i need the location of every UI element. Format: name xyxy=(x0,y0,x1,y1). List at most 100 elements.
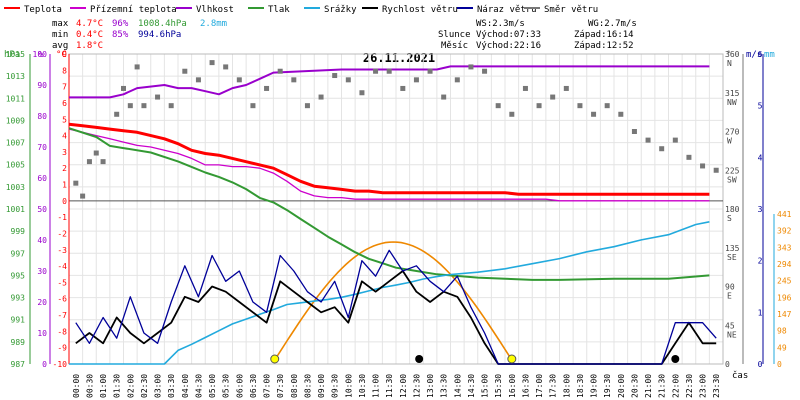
wind-dir-point xyxy=(468,64,474,70)
tick-temperature: 8 xyxy=(62,66,67,75)
wind-dir-point xyxy=(577,103,583,109)
tick-pressure: 989 xyxy=(11,338,26,347)
tick-pressure: 995 xyxy=(11,271,26,280)
wind-dir-point xyxy=(168,103,174,109)
wind-dir-point xyxy=(127,103,133,109)
wind-dir-point xyxy=(155,94,161,100)
tick-time: 04:00 xyxy=(181,374,190,398)
tick-time: 20:30 xyxy=(630,374,639,398)
tick-pressure: 1011 xyxy=(6,94,25,103)
wind-dir-point xyxy=(618,111,624,117)
tick-time: 13:00 xyxy=(426,374,435,398)
wind-dir-point xyxy=(700,163,706,169)
tick-time: 09:00 xyxy=(317,374,326,398)
tick-time: 23:30 xyxy=(712,374,721,398)
tick-direction: 135 xyxy=(725,244,740,253)
tick-time: 08:00 xyxy=(290,374,299,398)
tick-time: 14:00 xyxy=(453,374,462,398)
wind-dir-point xyxy=(332,73,338,79)
tick-humidity: 60 xyxy=(37,174,47,183)
legend: Teplota Přízemní teplota Vlhkost Tlak Srážky… xyxy=(4,5,598,15)
wind-dir-point xyxy=(400,85,406,91)
wind-dir-point xyxy=(591,111,597,117)
tick-pressure: 991 xyxy=(11,316,26,325)
tick-direction-label: E xyxy=(727,292,732,301)
tick-pressure: 997 xyxy=(11,249,26,258)
tick-rain: 49 xyxy=(777,343,787,352)
tick-humidity: 40 xyxy=(37,236,47,245)
unit-hpa: hPa xyxy=(4,50,20,60)
wind-dir-point xyxy=(645,137,651,143)
tick-temperature: -4 xyxy=(57,262,67,271)
tick-time: 12:00 xyxy=(399,374,408,398)
tick-time: 02:00 xyxy=(126,374,135,398)
tick-pressure: 993 xyxy=(11,294,26,303)
wind-speed-info: WS:2.3m/s xyxy=(476,19,525,29)
tick-time: 02:30 xyxy=(140,374,149,398)
tick-direction-label: SE xyxy=(727,253,737,262)
unit-ms: m/s xyxy=(746,50,762,60)
wind-dir-point xyxy=(264,85,270,91)
tick-time: 04:30 xyxy=(194,374,203,398)
legend-label: Náraz větru xyxy=(477,5,537,15)
tick-rain: 0 xyxy=(777,360,782,369)
wind-dir-point xyxy=(345,77,351,83)
wind-dir-point xyxy=(427,68,433,74)
stat-min-temp: 0.4°C xyxy=(76,30,103,40)
tick-direction-label: N xyxy=(727,59,732,68)
tick-temperature: -6 xyxy=(57,295,67,304)
tick-time: 11:30 xyxy=(385,374,394,398)
wind-dir-point xyxy=(182,68,188,74)
tick-temperature: -5 xyxy=(57,278,67,287)
tick-pressure: 1013 xyxy=(6,72,25,81)
wind-dir-point xyxy=(413,77,419,83)
tick-humidity: 10 xyxy=(37,329,47,338)
tick-wind: 1 xyxy=(758,308,763,317)
tick-temperature: -7 xyxy=(57,311,67,320)
wind-dir-point xyxy=(509,111,515,117)
tick-time: 12:30 xyxy=(412,374,421,398)
wind-dir-point xyxy=(134,64,140,70)
wind-dir-point xyxy=(250,103,256,109)
tick-pressure: 1001 xyxy=(6,205,25,214)
tick-humidity: 100 xyxy=(33,50,48,59)
tick-rain: 98 xyxy=(777,327,787,336)
wind-dir-point xyxy=(659,146,665,152)
stat-min-hum: 85% xyxy=(112,30,129,40)
tick-temperature: 0 xyxy=(62,197,67,206)
legend-label: Směr větru xyxy=(544,5,598,15)
tick-time: 17:30 xyxy=(549,374,558,398)
tick-time: 05:00 xyxy=(208,374,217,398)
tick-time: 01:30 xyxy=(113,374,122,398)
tick-temperature: 7 xyxy=(62,83,67,92)
unit-deg: ° xyxy=(726,50,731,60)
tick-direction-label: NW xyxy=(727,98,737,107)
tick-time: 15:30 xyxy=(494,374,503,398)
tick-direction: 45 xyxy=(725,321,735,330)
tick-humidity: 20 xyxy=(37,298,47,307)
tick-wind: 2 xyxy=(758,257,763,266)
tick-rain: 392 xyxy=(777,227,792,236)
wind-dir-point xyxy=(482,68,488,74)
tick-time: 22:00 xyxy=(671,374,680,398)
series-tlak xyxy=(68,127,710,281)
tick-humidity: 0 xyxy=(42,360,47,369)
tick-pressure: 1003 xyxy=(6,183,25,192)
tick-direction: 360 xyxy=(725,50,740,59)
wind-dir-point xyxy=(441,94,447,100)
wind-dir-point xyxy=(495,103,501,109)
tick-pressure: 1015 xyxy=(6,50,25,59)
stats-box: max 4.7°C 96% 1008.4hPa 2.8mm min 0.4°C … xyxy=(52,19,227,51)
legend-label: Vlhkost xyxy=(196,5,234,15)
series-náraz-větru xyxy=(75,249,717,365)
series-vlhkost xyxy=(69,65,710,99)
tick-direction: 225 xyxy=(725,166,740,175)
moon-set: Západ:12:52 xyxy=(574,41,634,51)
tick-temperature: 1 xyxy=(62,181,67,190)
tick-time: 22:30 xyxy=(685,374,694,398)
tick-humidity: 90 xyxy=(37,81,47,90)
tick-humidity: 70 xyxy=(37,143,47,152)
tick-time: 03:00 xyxy=(154,374,163,398)
wind-dir-point xyxy=(454,77,460,83)
sun-set: Západ:16:14 xyxy=(574,30,634,40)
